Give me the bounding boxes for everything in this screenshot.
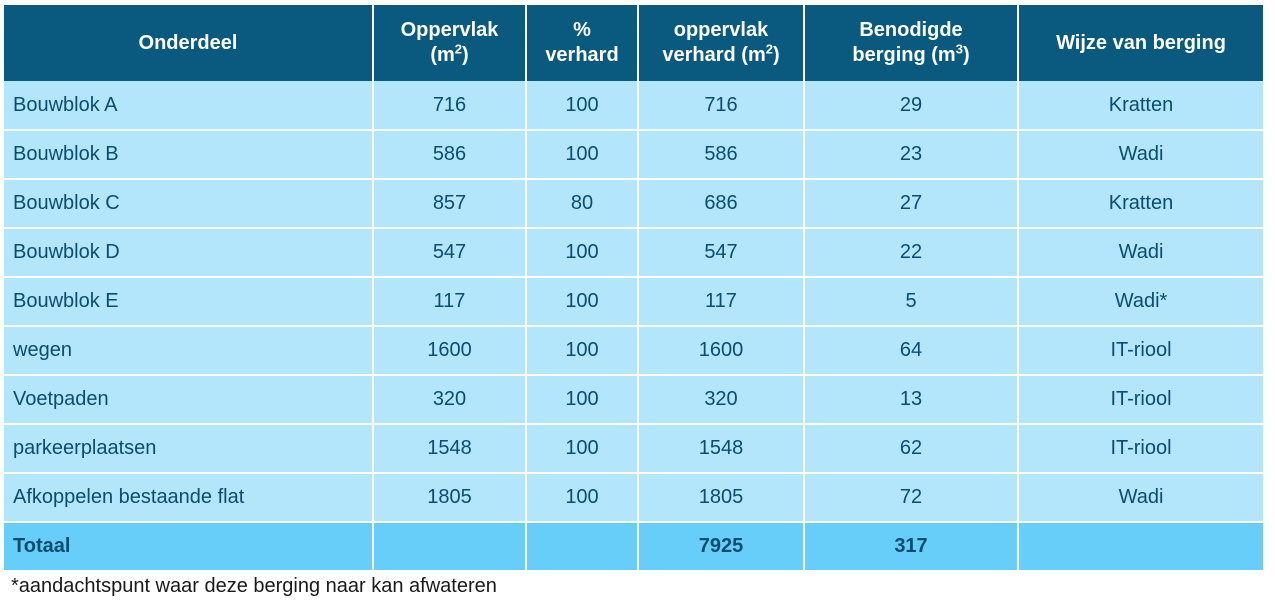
footnote: *aandachtspunt waar deze berging naar ka… (11, 575, 497, 597)
cell-oppervlak: 117 (373, 277, 527, 327)
cell-onderdeel: Bouwblok A (4, 81, 374, 131)
table-row: Bouwblok D 547 100 547 22 Wadi (4, 228, 1263, 278)
cell-oppervlak-verhard: 1548 (638, 424, 805, 474)
table-row: wegen 1600 100 1600 64 IT-riool (4, 326, 1263, 376)
cell-wijze-van-berging: IT-riool (1018, 375, 1263, 425)
cell-oppervlak-verhard: 716 (638, 81, 805, 131)
cell-oppervlak-verhard: 1805 (638, 473, 805, 523)
cell-wijze-van-berging: IT-riool (1018, 326, 1263, 376)
cell-oppervlak: 716 (373, 81, 527, 131)
cell-onderdeel: Afkoppelen bestaande flat (4, 473, 374, 523)
cell-onderdeel: Bouwblok B (4, 130, 374, 180)
cell-oppervlak-verhard: 547 (638, 228, 805, 278)
cell-oppervlak: 320 (373, 375, 527, 425)
cell-oppervlak-verhard: 320 (638, 375, 805, 425)
header-percent-verhard: % verhard (526, 5, 639, 81)
header-row: Onderdeel Oppervlak (m2) % verhard opper… (4, 5, 1263, 81)
header-onderdeel: Onderdeel (4, 5, 374, 81)
cell-benodigde-berging: 23 (804, 130, 1019, 180)
cell-onderdeel: wegen (4, 326, 374, 376)
cell-onderdeel: Bouwblok E (4, 277, 374, 327)
table-row: Afkoppelen bestaande flat 1805 100 1805 … (4, 473, 1263, 523)
cell-percent-verhard: 100 (526, 473, 639, 523)
table-row: Bouwblok B 586 100 586 23 Wadi (4, 130, 1263, 180)
cell-benodigde-berging: 27 (804, 179, 1019, 229)
cell-percent-verhard: 100 (526, 424, 639, 474)
cell-percent-verhard: 100 (526, 130, 639, 180)
cell-onderdeel: Bouwblok D (4, 228, 374, 278)
cell-oppervlak: 1600 (373, 326, 527, 376)
table-row: Bouwblok A 716 100 716 29 Kratten (4, 81, 1263, 131)
total-benodigde-berging: 317 (804, 522, 1019, 572)
cell-wijze-van-berging: Kratten (1018, 179, 1263, 229)
cell-percent-verhard: 100 (526, 228, 639, 278)
table-row: Voetpaden 320 100 320 13 IT-riool (4, 375, 1263, 425)
table-row: Bouwblok C 857 80 686 27 Kratten (4, 179, 1263, 229)
berging-table: Onderdeel Oppervlak (m2) % verhard opper… (4, 5, 1263, 572)
cell-benodigde-berging: 64 (804, 326, 1019, 376)
cell-benodigde-berging: 62 (804, 424, 1019, 474)
cell-oppervlak: 1805 (373, 473, 527, 523)
header-oppervlak: Oppervlak (m2) (373, 5, 527, 81)
table-body: Bouwblok A 716 100 716 29 Kratten Bouwbl… (4, 81, 1263, 572)
total-percent-verhard (526, 522, 639, 572)
cell-percent-verhard: 100 (526, 81, 639, 131)
cell-wijze-van-berging: Wadi (1018, 473, 1263, 523)
cell-benodigde-berging: 29 (804, 81, 1019, 131)
cell-oppervlak-verhard: 686 (638, 179, 805, 229)
cell-oppervlak: 547 (373, 228, 527, 278)
total-oppervlak (373, 522, 527, 572)
header-benodigde-berging: Benodigde berging (m3) (804, 5, 1019, 81)
total-label: Totaal (4, 522, 374, 572)
cell-benodigde-berging: 5 (804, 277, 1019, 327)
cell-onderdeel: Bouwblok C (4, 179, 374, 229)
cell-oppervlak-verhard: 586 (638, 130, 805, 180)
cell-benodigde-berging: 22 (804, 228, 1019, 278)
cell-oppervlak: 586 (373, 130, 527, 180)
cell-benodigde-berging: 72 (804, 473, 1019, 523)
table-row: Bouwblok E 117 100 117 5 Wadi* (4, 277, 1263, 327)
cell-percent-verhard: 100 (526, 326, 639, 376)
cell-oppervlak-verhard: 1600 (638, 326, 805, 376)
total-row: Totaal 7925 317 (4, 522, 1263, 572)
cell-oppervlak: 857 (373, 179, 527, 229)
cell-wijze-van-berging: Wadi* (1018, 277, 1263, 327)
cell-wijze-van-berging: IT-riool (1018, 424, 1263, 474)
cell-benodigde-berging: 13 (804, 375, 1019, 425)
total-oppervlak-verhard: 7925 (638, 522, 805, 572)
header-wijze-van-berging: Wijze van berging (1018, 5, 1263, 81)
cell-onderdeel: parkeerplaatsen (4, 424, 374, 474)
cell-percent-verhard: 100 (526, 375, 639, 425)
cell-wijze-van-berging: Kratten (1018, 81, 1263, 131)
cell-percent-verhard: 80 (526, 179, 639, 229)
table-row: parkeerplaatsen 1548 100 1548 62 IT-rioo… (4, 424, 1263, 474)
cell-wijze-van-berging: Wadi (1018, 130, 1263, 180)
cell-oppervlak-verhard: 117 (638, 277, 805, 327)
cell-onderdeel: Voetpaden (4, 375, 374, 425)
cell-oppervlak: 1548 (373, 424, 527, 474)
cell-percent-verhard: 100 (526, 277, 639, 327)
total-wijze-van-berging (1018, 522, 1263, 572)
header-oppervlak-verhard: oppervlak verhard (m2) (638, 5, 805, 81)
cell-wijze-van-berging: Wadi (1018, 228, 1263, 278)
